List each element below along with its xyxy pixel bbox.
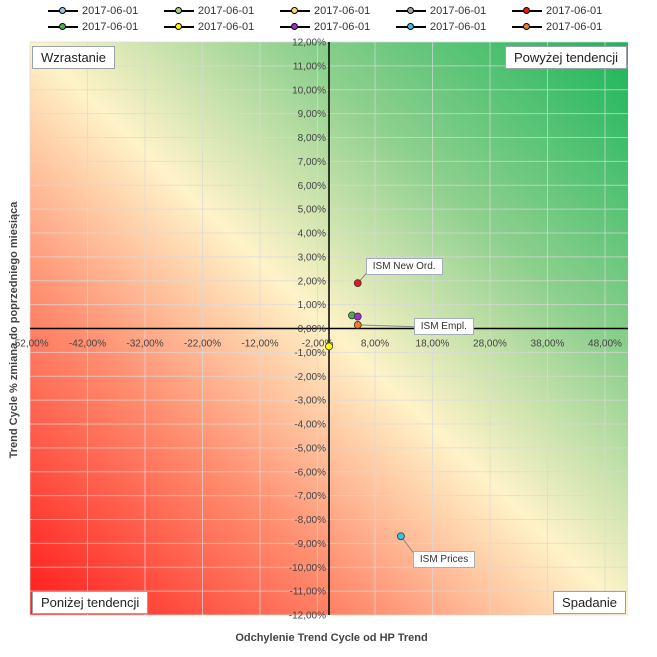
legend-marker [280, 23, 310, 30]
quadrant-label-top-right: Powyżej tendencji [504, 46, 627, 69]
legend-label: 2017-06-01 [546, 21, 603, 33]
y-tick-label: 8,00% [298, 133, 326, 144]
x-tick-label: 28,00% [473, 339, 507, 350]
legend-marker [48, 23, 78, 30]
y-tick-label: -4,00% [294, 420, 326, 431]
legend-item: 2017-06-01 [512, 4, 602, 18]
legend-label: 2017-06-01 [198, 21, 255, 33]
data-point [353, 312, 362, 321]
legend-item: 2017-06-01 [280, 20, 370, 34]
y-tick-label: -2,00% [294, 372, 326, 383]
y-tick-label: -11,00% [289, 587, 326, 598]
x-tick-label: -22,00% [184, 339, 221, 350]
y-tick-label: 0,00% [298, 324, 326, 335]
data-points [325, 279, 405, 541]
y-tick-label: 12,00% [292, 38, 326, 49]
y-tick-label: -6,00% [294, 467, 326, 478]
point-callout: ISM Empl. [413, 317, 474, 335]
y-tick-label: -3,00% [294, 396, 326, 407]
legend-label: 2017-06-01 [546, 5, 603, 17]
data-point [353, 321, 362, 329]
legend-marker [396, 23, 426, 30]
callout-leader [357, 324, 420, 328]
y-tick-label: -10,00% [289, 563, 326, 574]
y-tick-label: 2,00% [298, 276, 326, 287]
quadrant-label-top-left: Wzrastanie [32, 46, 116, 69]
data-point [353, 279, 362, 288]
point-callout: ISM New Ord. [365, 258, 443, 276]
x-tick-label: -2,00% [302, 339, 334, 350]
legend-marker [164, 23, 194, 30]
x-tick-label: -12,00% [241, 339, 278, 350]
axes [30, 42, 628, 615]
legend-item: 2017-06-01 [164, 20, 254, 34]
y-tick-label: -12,00% [289, 611, 326, 622]
legend: 2017-06-01 2017-06-01 2017-06-01 2017-06-01… [0, 0, 657, 40]
quadrant-label-bottom-left: Poniżej tendencji [32, 591, 149, 614]
x-tick-label: 18,00% [416, 339, 450, 350]
legend-label: 2017-06-01 [82, 5, 139, 17]
legend-item: 2017-06-01 [48, 20, 138, 34]
y-tick-label: 7,00% [298, 157, 326, 168]
quadrant-label-bottom-right: Spadanie [553, 591, 626, 614]
x-tick-label: 48,00% [588, 339, 622, 350]
legend-item: 2017-06-01 [512, 20, 602, 34]
legend-label: 2017-06-01 [314, 21, 371, 33]
legend-label: 2017-06-01 [430, 5, 487, 17]
legend-marker [512, 23, 542, 30]
point-callout: ISM Prices [412, 551, 476, 569]
y-tick-label: 11,00% [293, 61, 326, 72]
legend-marker [512, 7, 542, 14]
x-tick-label: -42,00% [69, 339, 106, 350]
legend-marker [280, 7, 310, 14]
y-axis-title: Trend Cycle % zmiana do poprzedniego mie… [8, 201, 20, 459]
y-tick-label: -5,00% [294, 443, 326, 454]
x-tick-label: 38,00% [531, 339, 565, 350]
y-tick-label: -1,00% [294, 348, 326, 359]
data-point [396, 532, 405, 541]
legend-item: 2017-06-01 [48, 4, 138, 18]
y-tick-label: 3,00% [298, 252, 326, 263]
x-tick-label: -52,00% [11, 339, 48, 350]
y-tick-label: 9,00% [298, 109, 326, 120]
y-tick-label: 5,00% [298, 205, 326, 216]
legend-marker [396, 7, 426, 14]
y-tick-label: -7,00% [294, 491, 326, 502]
legend-label: 2017-06-01 [314, 5, 371, 17]
legend-item: 2017-06-01 [280, 4, 370, 18]
x-tick-label: -32,00% [126, 339, 163, 350]
x-tick-label: 8,00% [361, 339, 389, 350]
data-point [325, 342, 333, 351]
legend-item: 2017-06-01 [396, 4, 486, 18]
x-axis-title: Odchylenie Trend Cycle od HP Trend [235, 632, 428, 644]
legend-marker [164, 7, 194, 14]
legend-label: 2017-06-01 [198, 5, 255, 17]
y-tick-label: -8,00% [294, 515, 326, 526]
legend-item: 2017-06-01 [164, 4, 254, 18]
y-tick-label: 4,00% [298, 229, 326, 240]
tick-labels: -52,00% -42,00% -32,00% -22,00% -12,00% -2,00… [11, 38, 622, 622]
y-tick-label: -9,00% [294, 539, 326, 550]
legend-marker [48, 7, 78, 14]
legend-item: 2017-06-01 [396, 20, 486, 34]
legend-label: 2017-06-01 [82, 21, 139, 33]
legend-label: 2017-06-01 [430, 21, 487, 33]
y-tick-label: 10,00% [292, 85, 326, 96]
y-tick-label: 1,00% [298, 300, 326, 311]
y-tick-label: 6,00% [298, 181, 326, 192]
